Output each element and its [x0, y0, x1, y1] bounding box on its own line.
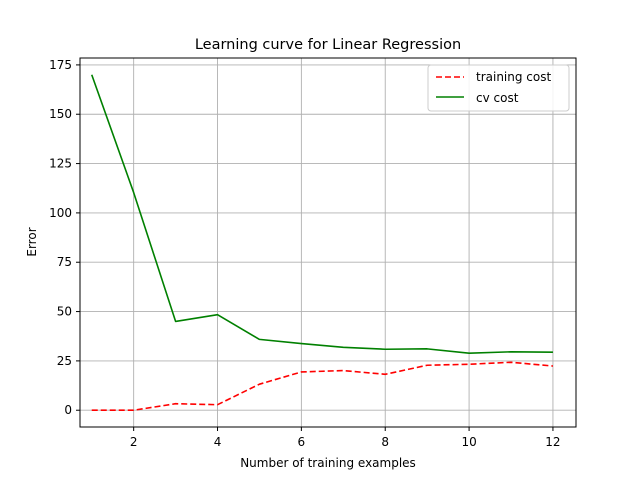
y-tick-label: 175	[49, 58, 72, 72]
y-axis-ticks: 0 25 50 75 100 125 150 175	[49, 58, 80, 417]
y-tick-label: 25	[57, 354, 72, 368]
plot-frame	[79, 57, 577, 428]
chart-title: Learning curve for Linear Regression	[195, 37, 461, 53]
x-tick-label: 2	[130, 435, 138, 449]
x-tick-label: 10	[461, 435, 476, 449]
x-tick-label: 4	[214, 435, 222, 449]
x-tick-label: 12	[545, 435, 560, 449]
x-axis-label: Number of training examples	[240, 456, 416, 470]
y-tick-label: 75	[57, 255, 72, 269]
legend: training cost cv cost	[427, 64, 570, 112]
legend-label-cv-cost: cv cost	[476, 91, 519, 105]
legend-label-training-cost: training cost	[476, 70, 551, 84]
series-line-training-cost	[91, 361, 554, 412]
x-tick-label: 8	[381, 435, 389, 449]
y-tick-label: 150	[49, 107, 72, 121]
y-tick-label: 100	[49, 206, 72, 220]
x-tick-label: 6	[298, 435, 306, 449]
y-tick-label: 125	[49, 157, 72, 171]
x-axis-ticks: 2 4 6 8 10 12	[130, 427, 561, 449]
y-tick-label: 50	[57, 305, 72, 319]
y-axis-label: Error	[25, 227, 39, 256]
y-tick-label: 0	[64, 403, 72, 417]
series-lines	[90, 74, 554, 412]
series-line-cv-cost	[90, 74, 553, 355]
